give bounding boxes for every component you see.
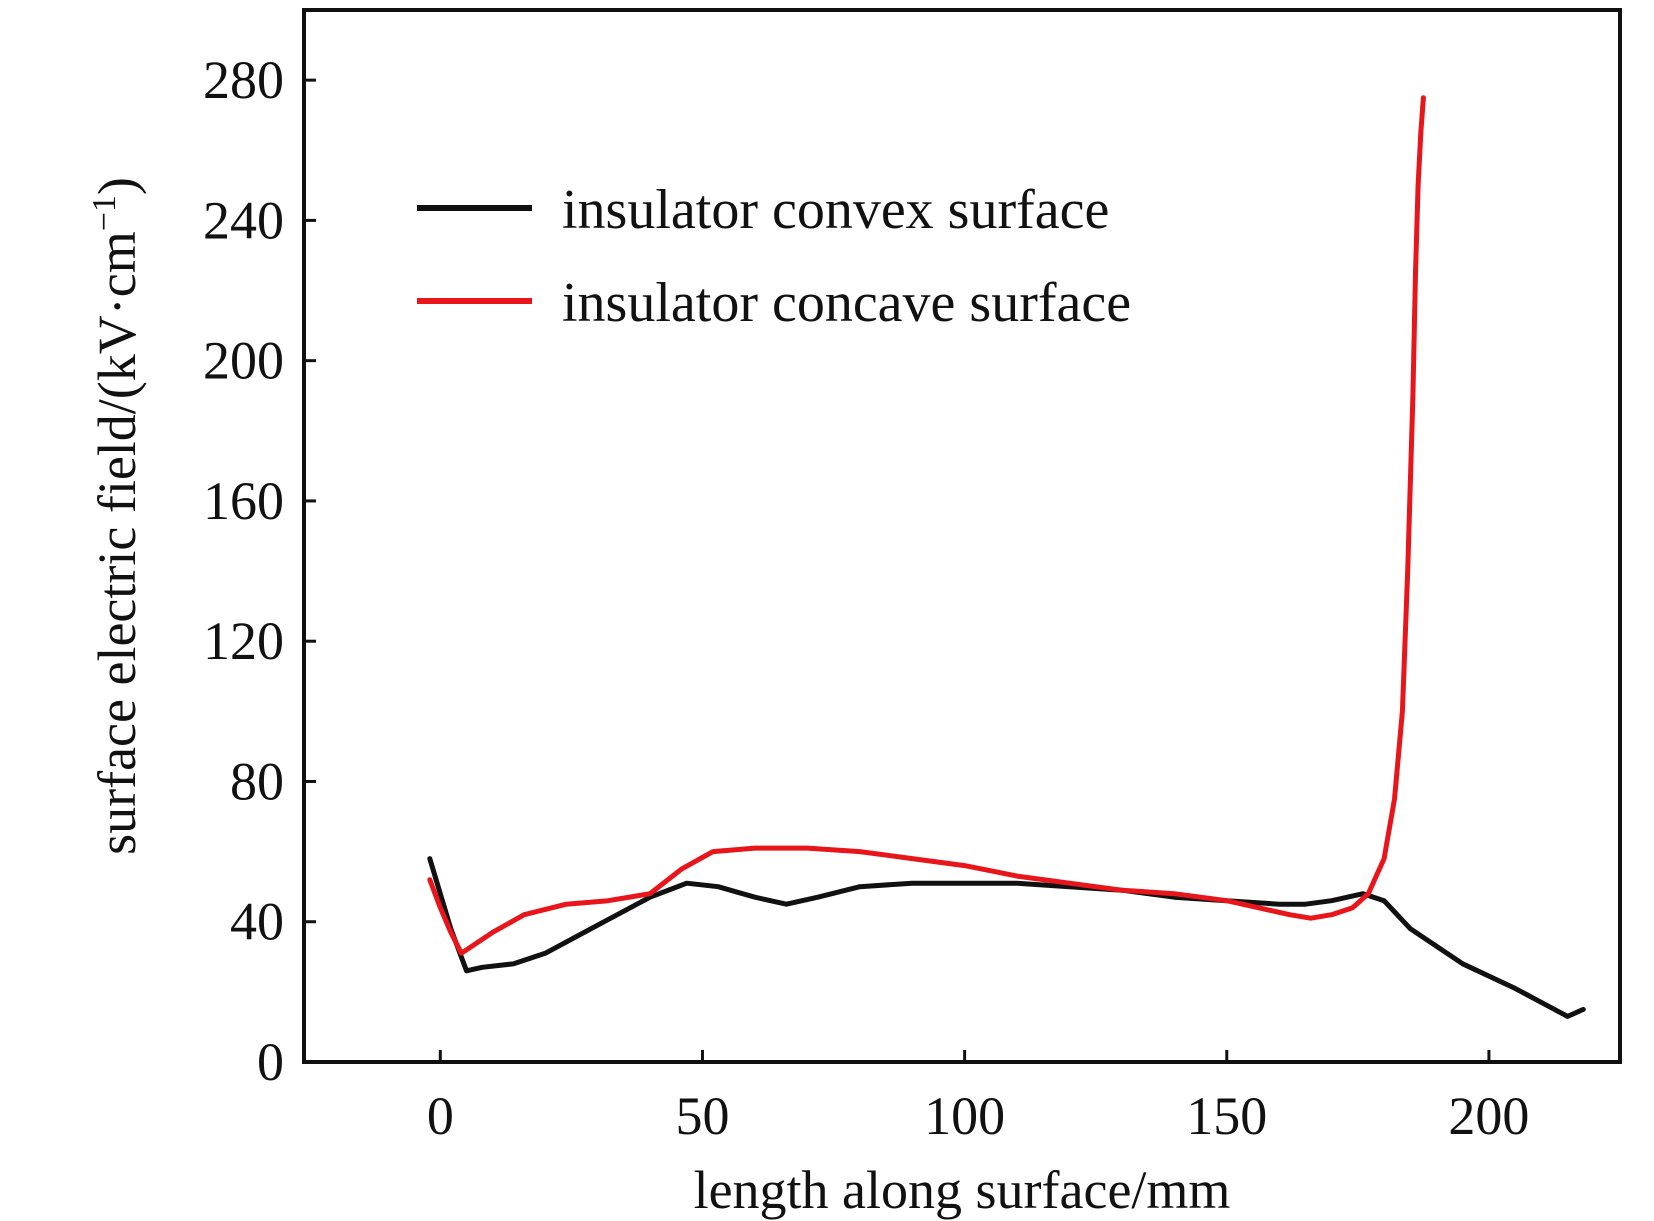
x-tick-label: 100 [924,1086,1005,1146]
legend: insulator convex surface insulator conca… [417,179,1131,334]
x-tick-label: 150 [1186,1086,1267,1146]
series-line-0 [427,856,1586,1019]
y-axis-title-main: surface electric field/(kV·cm [87,231,147,855]
series-line-1 [427,95,1426,956]
y-axis-title-close: ) [87,177,147,195]
x-tick-label: 50 [675,1086,729,1146]
y-axis-title: surface electric field/(kV·cm−1) [86,177,147,855]
y-tick-label: 160 [203,471,284,531]
y-tick-label: 40 [230,892,284,952]
x-tick-label: 0 [427,1086,454,1146]
y-tick-label: 200 [203,331,284,391]
legend-label-concave: insulator concave surface [562,272,1131,334]
y-tick-label: 280 [203,50,284,110]
y-tick-label: 0 [257,1032,284,1092]
y-tick-label: 120 [203,611,284,671]
labels-layer: 0 40 80 120 160 200 240 280 0 50 100 150 200 [203,50,1529,1146]
series-layer [427,95,1586,1019]
y-tick-label: 240 [203,190,284,250]
plot-frame [302,8,1622,1064]
x-tick-label: 200 [1448,1086,1529,1146]
x-axis-title: length along surface/mm [694,1160,1231,1220]
y-axis-title-superscript: −1 [86,195,123,231]
y-tick-label: 80 [230,751,284,811]
legend-label-convex: insulator convex surface [562,179,1109,241]
